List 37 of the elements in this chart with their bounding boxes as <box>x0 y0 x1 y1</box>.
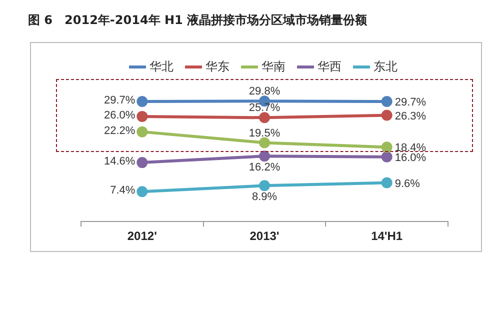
data-label: 26.3% <box>394 110 426 122</box>
point <box>136 110 148 122</box>
point <box>381 110 392 121</box>
legend-label: 华东 <box>206 59 230 74</box>
data-label: 29.7% <box>104 94 136 107</box>
legend-label: 华北 <box>150 59 174 74</box>
data-label: 29.8% <box>248 86 280 98</box>
point <box>136 186 148 198</box>
data-label: 8.9% <box>252 191 278 204</box>
point <box>381 96 392 107</box>
point <box>259 112 270 124</box>
data-label: 29.7% <box>394 96 426 109</box>
point <box>259 150 270 162</box>
legend-label: 东北 <box>374 59 398 74</box>
data-label: 9.6% <box>394 178 420 190</box>
x-tick-label: 14'H1 <box>371 229 403 244</box>
point <box>259 137 270 148</box>
data-label: 14.6% <box>104 156 136 168</box>
point <box>136 126 148 138</box>
point <box>381 177 392 188</box>
data-label: 16.2% <box>248 162 280 174</box>
x-tick-label: 2013' <box>250 229 280 244</box>
point <box>136 96 148 107</box>
x-tick-label: 2012' <box>127 229 158 244</box>
data-label: 19.5% <box>248 127 280 140</box>
point <box>381 142 392 153</box>
data-label: 25.7% <box>248 102 280 114</box>
data-label: 16.0% <box>394 152 426 164</box>
legend-label: 华西 <box>318 59 342 74</box>
point <box>259 180 270 192</box>
chart-title: 图 6 2012年-2014年 H1 液晶拼接市场分区域市场销量份额 <box>28 12 368 29</box>
point <box>381 151 392 162</box>
legend-label: 华南 <box>262 59 286 74</box>
point <box>136 157 148 168</box>
data-label: 22.2% <box>104 124 136 137</box>
data-label: 7.4% <box>110 184 136 197</box>
data-label: 26.0% <box>104 109 136 122</box>
